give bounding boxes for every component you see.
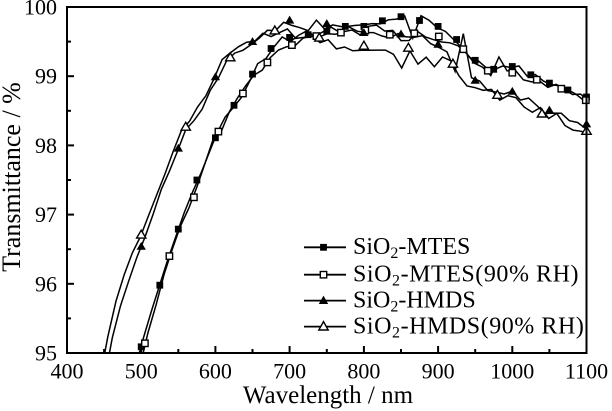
svg-text:95: 95	[35, 341, 57, 366]
svg-text:SiO2-HMDS: SiO2-HMDS	[353, 288, 476, 316]
svg-text:Transmittance / %: Transmittance / %	[0, 82, 26, 272]
svg-text:900: 900	[422, 359, 455, 384]
svg-text:700: 700	[273, 359, 306, 384]
svg-text:500: 500	[125, 359, 158, 384]
svg-text:100: 100	[24, 0, 57, 20]
svg-text:SiO2-MTES: SiO2-MTES	[353, 234, 470, 262]
svg-text:400: 400	[51, 359, 84, 384]
svg-text:99: 99	[35, 64, 57, 89]
svg-text:800: 800	[347, 359, 380, 384]
svg-text:96: 96	[35, 271, 57, 296]
svg-text:1000: 1000	[490, 359, 534, 384]
svg-text:Wavelength / nm: Wavelength / nm	[243, 382, 414, 409]
svg-text:1100: 1100	[565, 359, 608, 384]
svg-text:600: 600	[199, 359, 232, 384]
svg-text:97: 97	[35, 202, 57, 227]
svg-text:SiO2-HMDS(90% RH): SiO2-HMDS(90% RH)	[353, 314, 584, 342]
svg-text:98: 98	[35, 133, 57, 158]
svg-text:SiO2-MTES(90% RH): SiO2-MTES(90% RH)	[353, 262, 579, 290]
